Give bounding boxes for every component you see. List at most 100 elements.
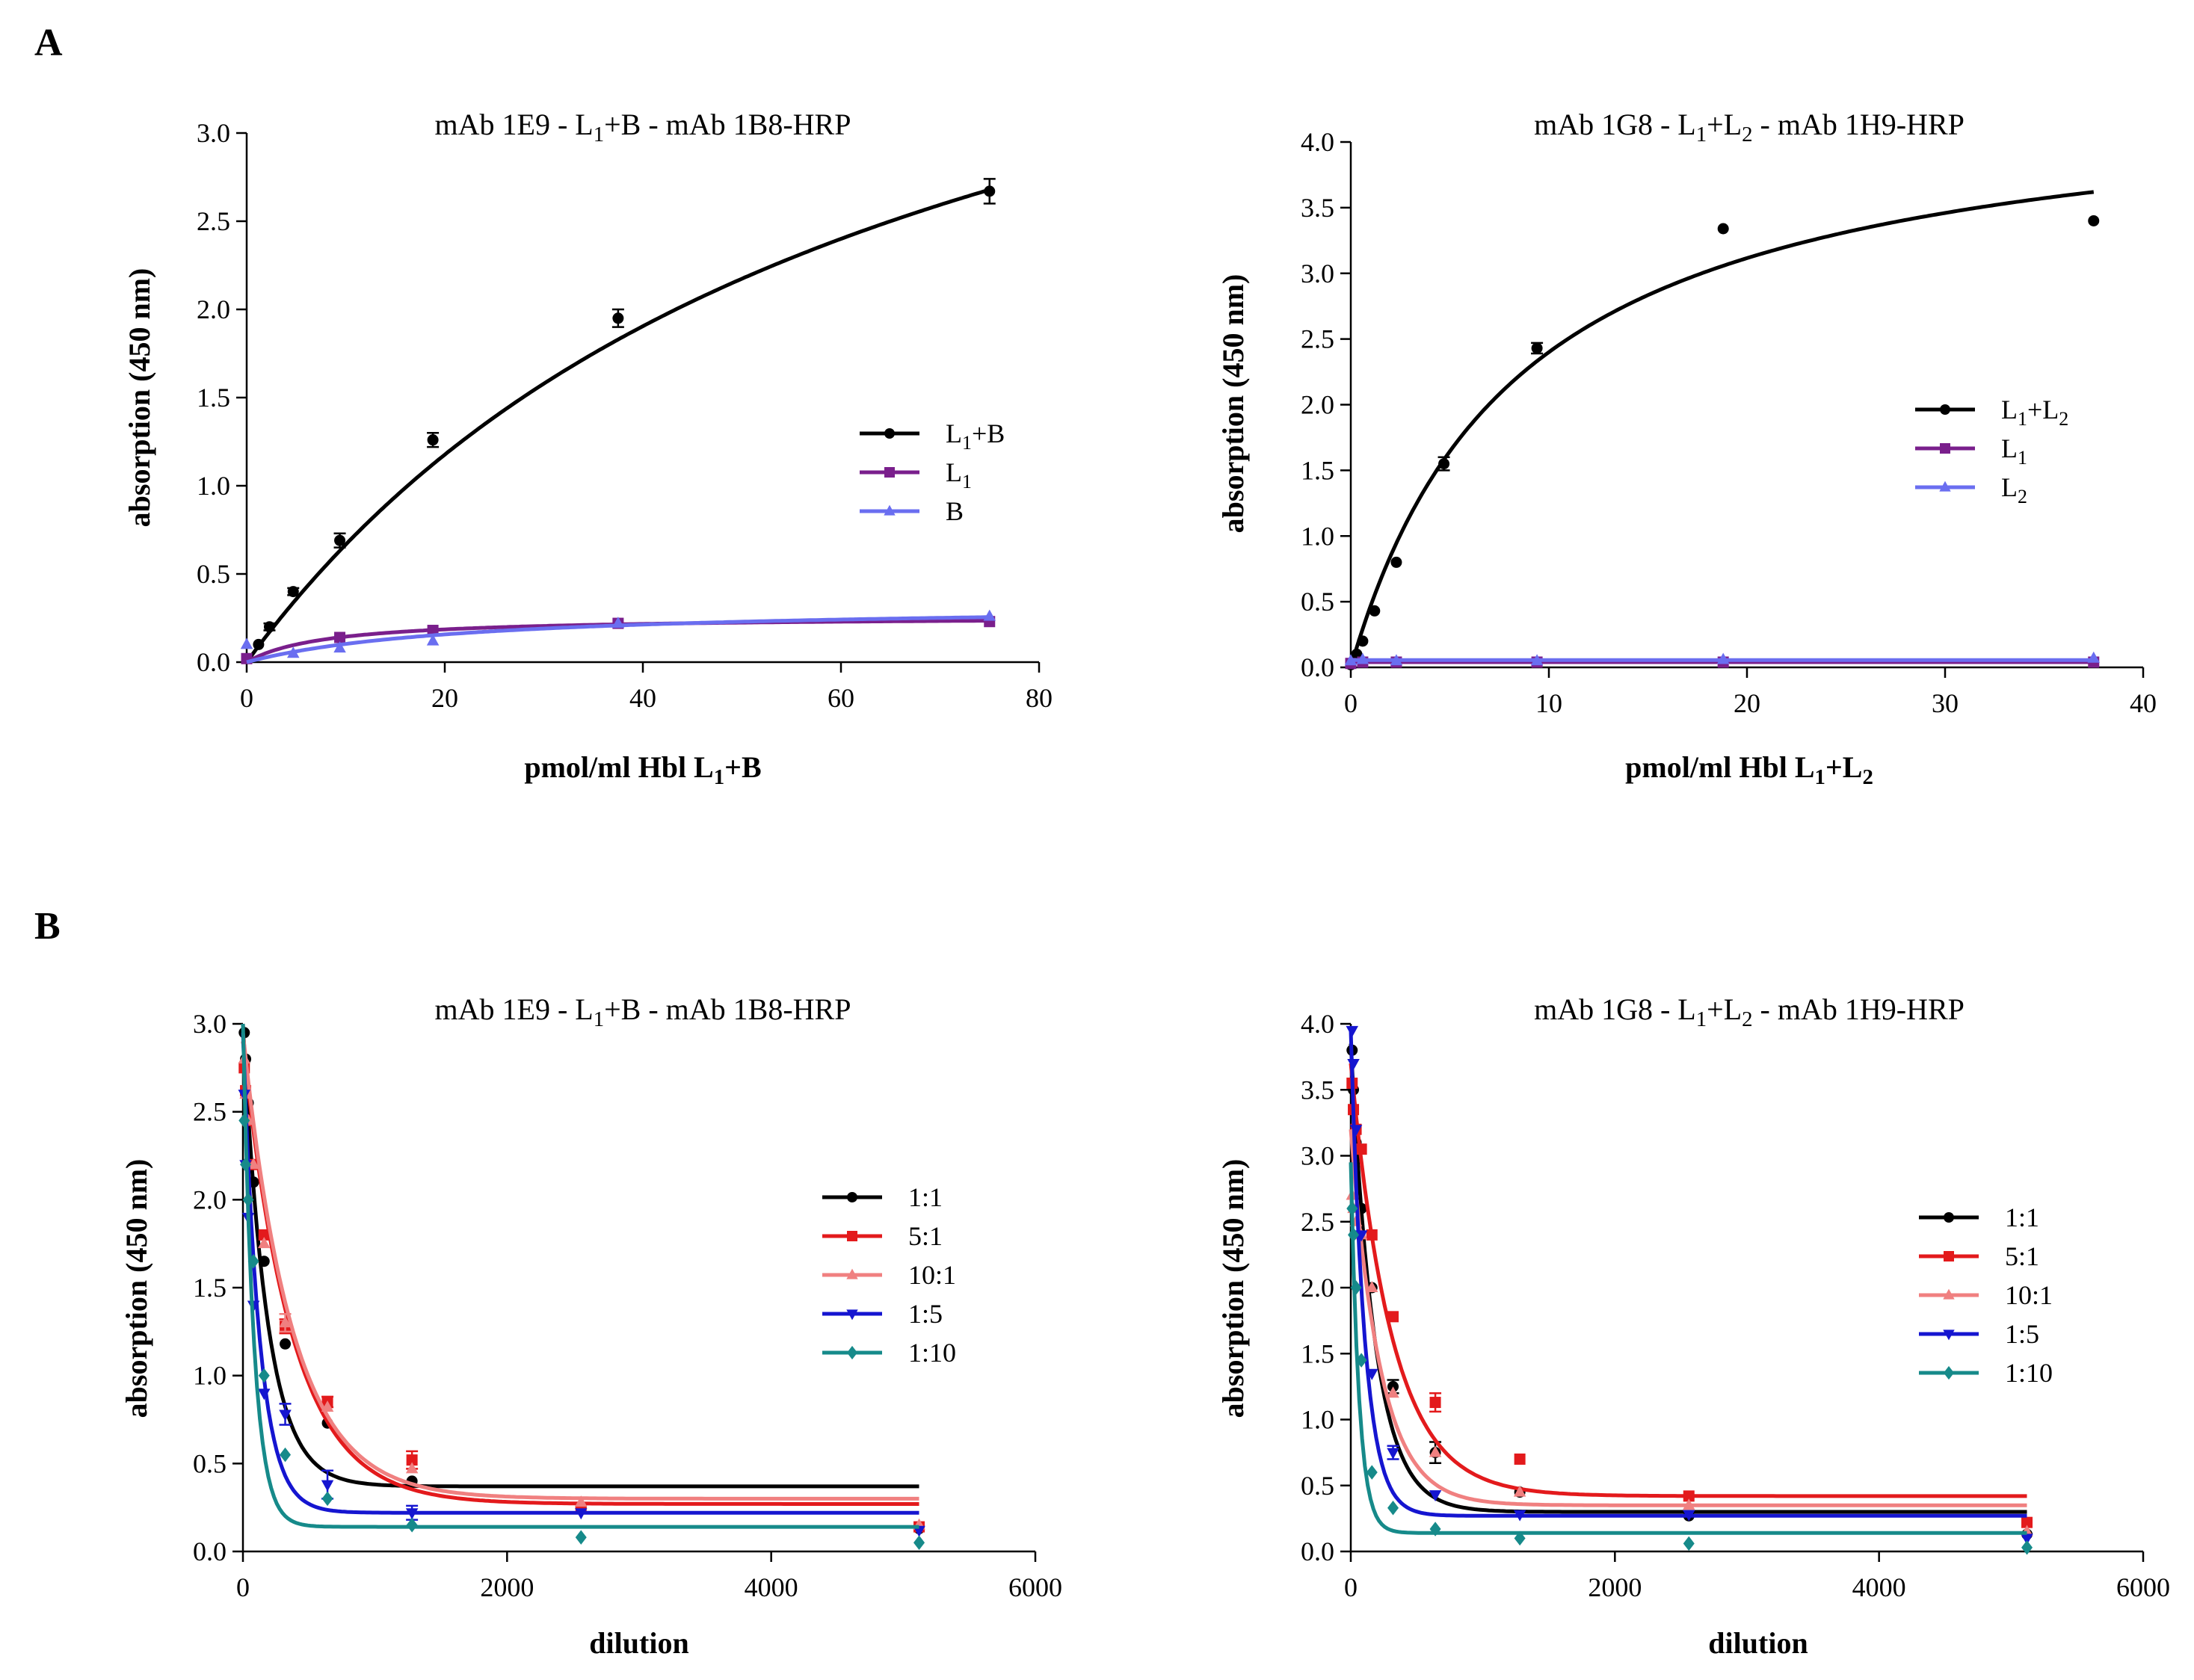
data-point [426,634,440,646]
data-point [1438,458,1450,470]
subscript-part: 1 [714,765,724,789]
x-tick-label: 20 [1734,688,1760,718]
legend-label: 1:1 [908,1182,943,1212]
data-point [913,1535,925,1550]
text-part: +L [1707,992,1742,1026]
data-point [247,1158,260,1170]
y-tick-label: 1.0 [197,471,230,501]
y-tick-label: 2.5 [193,1097,227,1127]
data-point [1344,654,1358,666]
text-part: +B [724,750,761,784]
y-tick-label: 1.0 [1301,521,1334,551]
y-tick-label: 1.5 [1301,1338,1334,1368]
text-part: +L [1825,750,1862,784]
data-point [1513,1510,1526,1522]
data-point [406,1517,418,1533]
fit-curve [1349,1063,2027,1498]
data-point [1387,1386,1399,1398]
data-point [1513,1485,1526,1497]
data-point [287,646,300,658]
legend-marker [1943,1330,1955,1341]
data-point [1357,635,1369,647]
data-point [405,1462,419,1474]
data-point [1348,1227,1360,1243]
chart-a-right: 0.0 0.5 1.0 1.5 2.0 2.5 3.0 3.5 4.0 0 10 20 30 40 mAb … [1216,108,2157,789]
legend-marker [1940,443,1950,454]
text-part: 1:5 [908,1299,943,1329]
text-part: mAb 1E9 - L [435,108,594,141]
x-tick-label: 0 [1344,688,1358,718]
data-point [1366,1368,1378,1380]
y-axis-title: absorption (450 nm) [120,1159,153,1418]
data-point [427,434,439,446]
chart-title: mAb 1E9 - L1+B - mAb 1B8-HRP [435,992,851,1031]
data-point [2021,1516,2033,1528]
data-point [1683,1498,1695,1510]
legend-marker [1944,1365,1954,1380]
data-point [406,1454,418,1466]
panel-label-a: A [34,22,63,64]
data-point [1387,1448,1399,1460]
legend-label: 1:5 [908,1299,943,1329]
y-axis-title: absorption (450 nm) [1216,274,1250,534]
x-tick-label: 0 [236,1572,250,1602]
x-tick-label: 4000 [1852,1572,1906,1602]
fit-curve [241,1023,919,1489]
data-point [258,1256,270,1267]
chart-b-left: 0.0 0.5 1.0 1.5 2.0 2.5 3.0 0 2000 4000 6000 mAb 1E… [120,992,1062,1660]
data-point [1429,1397,1441,1409]
fit-curve [1349,1043,2027,1514]
subscript-part: 2 [1862,765,1873,789]
data-point [1349,1125,1363,1137]
series-1: 5:1 [238,1041,943,1533]
data-point [1514,1453,1526,1465]
data-point [258,1229,270,1241]
data-point [258,1389,271,1400]
x-tick-label: 6000 [1008,1572,1062,1602]
y-tick-label: 3.5 [1301,193,1334,223]
text-part: L [946,419,962,448]
y-tick-label: 1.0 [193,1361,227,1391]
y-tick-label: 3.0 [1301,1141,1334,1171]
x-tick-label: 6000 [2116,1572,2170,1602]
data-point [1366,1465,1378,1480]
y-tick-label: 2.0 [1301,390,1334,420]
data-point [253,638,265,650]
series-2: L2 [1344,472,2100,666]
data-point [1390,556,1402,568]
data-point [279,1316,292,1328]
series-0: L1+L2 [1345,190,2100,670]
y-tick-label: 3.0 [197,118,230,148]
data-point [1716,652,1730,664]
subscript-part: 1 [1815,765,1825,789]
text-part: mAb 1G8 - L [1534,992,1696,1026]
y-axis-title: absorption (450 nm) [1216,1159,1250,1418]
text-part: +B [972,419,1005,448]
y-tick-label: 0.0 [1301,1537,1334,1566]
subscript-part: 1 [2018,408,2027,430]
legend-marker [1943,1288,1955,1300]
series-2: 10:1 [238,1032,956,1530]
data-point [240,637,253,649]
fit-curve [241,1023,919,1529]
subscript-part: 2 [1742,123,1752,146]
data-point [1683,1536,1695,1551]
fit-curve [1349,1128,2027,1507]
data-point [1429,1522,1441,1537]
fit-curve [241,1041,919,1506]
legend-marker [884,504,896,516]
data-point [258,1368,270,1383]
panel-label-b: B [34,905,61,948]
fit-curve [1349,1162,2027,1535]
x-tick-label: 0 [1344,1572,1358,1602]
data-point [612,312,624,324]
text-part: L [2001,395,2018,424]
subscript-part: 2 [1742,1007,1752,1031]
series-1: L1 [1345,433,2100,670]
series-1: L1 [241,457,996,664]
x-tick-label: 0 [240,683,253,713]
data-point [321,1480,334,1492]
legend-label: 1:10 [2005,1358,2053,1388]
chart-a-left: 0.0 0.5 1.0 1.5 2.0 2.5 3.0 0 20 40 60 80 mAb 1E9 - … [123,108,1053,789]
legend-marker [847,1345,857,1360]
